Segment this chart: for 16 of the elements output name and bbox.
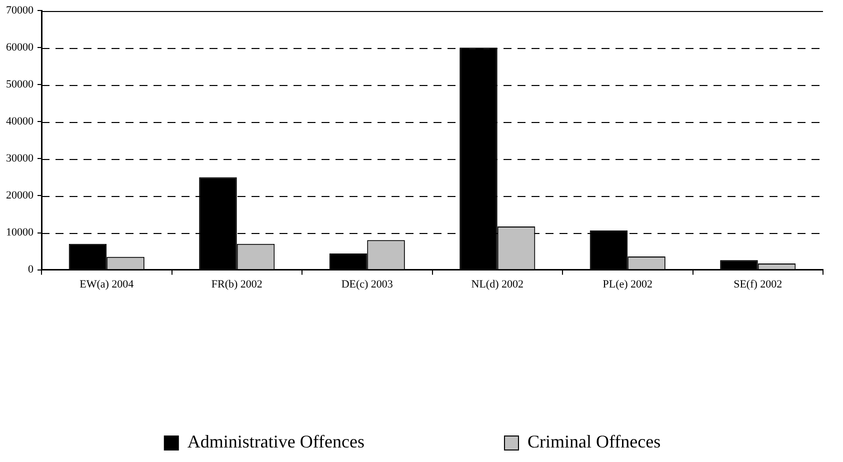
- y-tick-label: 30000: [6, 152, 34, 165]
- y-tick-label: 20000: [6, 190, 34, 202]
- legend-label: Criminal Offneces: [527, 432, 661, 452]
- y-tick-label: 50000: [6, 78, 34, 91]
- x-tick-label: EW(a) 2004: [80, 278, 134, 290]
- x-tick-label: NL(d) 2002: [471, 278, 524, 290]
- x-tick-label: DE(c) 2003: [341, 278, 394, 290]
- y-tick-label: 10000: [6, 226, 34, 239]
- y-tick-label: 40000: [6, 116, 34, 128]
- x-tick-label: SE(f) 2002: [734, 278, 782, 290]
- y-tick-label: 60000: [6, 42, 34, 54]
- x-tick-label: FR(b) 2002: [211, 278, 262, 290]
- x-tick-label: PL(e) 2002: [602, 278, 653, 290]
- y-tick-label: 0: [28, 264, 34, 276]
- legend-label: Administrative Offences: [187, 432, 364, 452]
- y-tick-label: 70000: [6, 4, 34, 16]
